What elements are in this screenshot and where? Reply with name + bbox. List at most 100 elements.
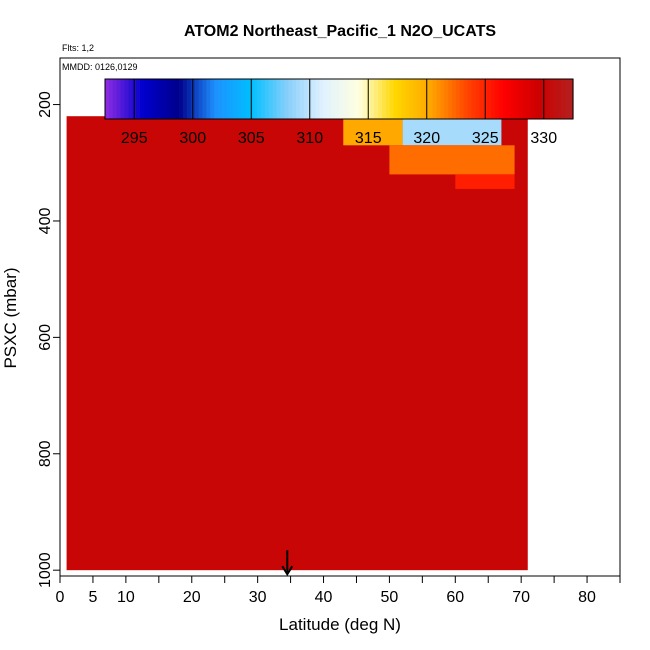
colorbar-label: 310 — [296, 130, 323, 147]
colorbar-step — [268, 79, 274, 119]
colorbar-step — [405, 79, 410, 119]
colorbar-step — [280, 79, 285, 119]
colorbar-step — [284, 79, 289, 119]
colorbar-step — [331, 79, 336, 119]
colorbar-step — [237, 79, 243, 119]
colorbar-step — [358, 79, 363, 119]
colorbar-step — [440, 79, 445, 119]
colorbar-step — [120, 79, 126, 119]
colorbar-step — [136, 79, 141, 119]
colorbar-step — [198, 79, 204, 119]
colorbar-step — [565, 79, 570, 119]
y-axis: 200 400 600 800 1000 — [37, 91, 60, 588]
colorbar-step — [444, 79, 449, 119]
colorbar-step — [171, 79, 176, 119]
colorbar-label: 325 — [472, 130, 499, 147]
colorbar-step — [393, 79, 399, 119]
heatmap-cell-9 — [455, 174, 515, 189]
colorbar-step — [296, 79, 301, 119]
colorbar-step — [186, 79, 192, 119]
colorbar-step — [159, 79, 165, 119]
colorbar-step — [350, 79, 356, 119]
colorbar-step — [319, 79, 324, 119]
colorbar-step — [202, 79, 207, 119]
colorbar-step — [272, 79, 278, 119]
colorbar-step — [257, 79, 262, 119]
colorbar-step — [128, 79, 133, 119]
y-tick-label: 400 — [37, 208, 54, 235]
colorbar-step — [300, 79, 305, 119]
colorbar-step — [362, 79, 367, 119]
colorbar-step — [140, 79, 145, 119]
colorbar-label: 315 — [355, 130, 382, 147]
colorbar-step — [487, 79, 492, 119]
marker-arrowhead — [281, 565, 294, 577]
colorbar-step — [214, 79, 219, 119]
colorbar-step — [288, 79, 293, 119]
y-tick-label: 1000 — [37, 552, 54, 588]
flights-annotation: Flts: 1,2 — [62, 43, 94, 53]
colorbar-step — [194, 79, 200, 119]
colorbar-step — [222, 79, 227, 119]
colorbar-step — [261, 79, 266, 119]
colorbar-step — [210, 79, 215, 119]
colorbar-step — [514, 79, 519, 119]
colorbar-step — [163, 79, 168, 119]
colorbar-step — [569, 79, 574, 119]
colorbar-step — [420, 79, 426, 119]
colorbar-step — [335, 79, 340, 119]
colorbar-step — [155, 79, 161, 119]
colorbar-step — [225, 79, 231, 119]
colorbar-step — [502, 79, 508, 119]
colorbar-step — [467, 79, 473, 119]
colorbar-step — [459, 79, 465, 119]
x-tick-label: 20 — [183, 589, 201, 606]
colorbar-step — [385, 79, 391, 119]
colorbar-step — [452, 79, 457, 119]
chart-title: ATOM2 Northeast_Pacific_1 N2O_UCATS — [184, 23, 496, 40]
colorbar-step — [264, 79, 270, 119]
colorbar-step — [389, 79, 395, 119]
heatmap-cell-7 — [402, 116, 502, 146]
colorbar-step — [545, 79, 551, 119]
colorbar-step — [218, 79, 223, 119]
position-marker — [281, 550, 294, 577]
colorbar-step — [342, 79, 348, 119]
colorbar-step — [491, 79, 496, 119]
heatmap-cell-0 — [66, 116, 528, 571]
colorbar-step — [530, 79, 535, 119]
colorbar-step — [561, 79, 566, 119]
x-tick-label: 10 — [117, 589, 135, 606]
colorbar-step — [498, 79, 504, 119]
date-annotation: MMDD: 0126,0129 — [62, 62, 138, 72]
colorbar-step — [428, 79, 434, 119]
y-tick-label: 200 — [37, 91, 54, 118]
colorbar-step — [471, 79, 477, 119]
colorbar-step — [241, 79, 246, 119]
colorbar-frame — [104, 78, 574, 120]
colorbar-step — [303, 79, 309, 119]
colorbar-step — [374, 79, 379, 119]
colorbar-label: 330 — [530, 130, 557, 147]
y-tick-label: 600 — [37, 324, 54, 351]
colorbar-step — [327, 79, 332, 119]
colorbar-step — [354, 79, 360, 119]
x-axis: 0 5 10 20 30 40 50 60 70 80 — [56, 576, 621, 606]
colorbar-step — [506, 79, 512, 119]
colorbar-step — [323, 79, 328, 119]
colorbar-step — [315, 79, 321, 119]
colorbar-step — [245, 79, 250, 119]
colorbar-step — [522, 79, 527, 119]
colorbar-label: 295 — [121, 130, 148, 147]
heatmap-cell-6 — [343, 116, 403, 146]
colorbar-step — [479, 79, 484, 119]
colorbar-step — [183, 79, 188, 119]
x-tick-label: 40 — [315, 589, 333, 606]
colorbar-step — [456, 79, 461, 119]
x-tick-label: 5 — [88, 589, 97, 606]
colorbar-step — [432, 79, 438, 119]
colorbar-step — [495, 79, 500, 119]
colorbar-step — [381, 79, 387, 119]
colorbar-label: 320 — [413, 130, 440, 147]
